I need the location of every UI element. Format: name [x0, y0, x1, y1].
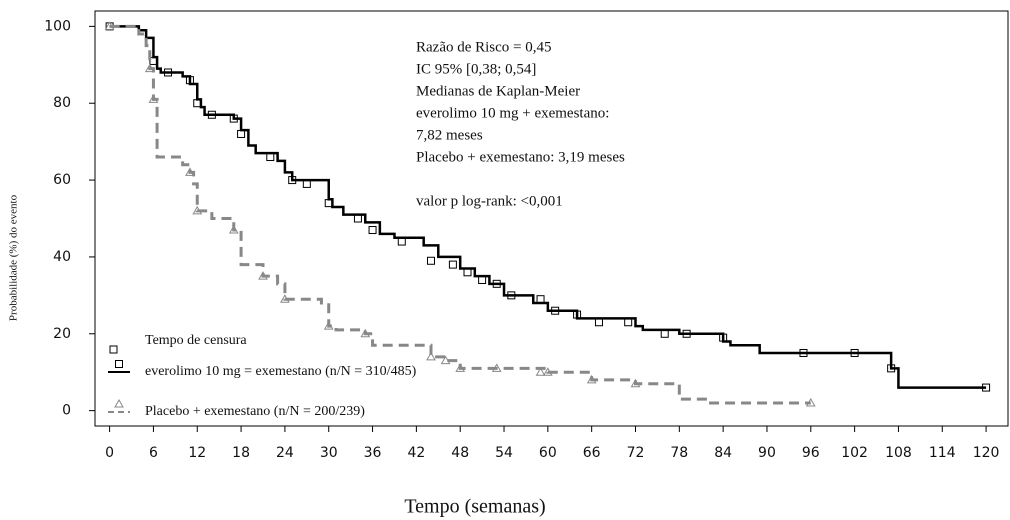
- annotation: Placebo + exemestano: 3,19 meses: [416, 149, 625, 165]
- censor-mark: [887, 364, 896, 373]
- censor-mark: [288, 176, 297, 185]
- censor-mark: [535, 367, 546, 376]
- censor-mark: [280, 294, 290, 303]
- annotation: everolimo 10 mg + exemestano:: [416, 105, 609, 121]
- y-axis-label: Probabilidade (%) do evento: [8, 194, 20, 321]
- annotation: Razão de Risco = 0,45: [416, 39, 552, 55]
- survival-curve: [109, 25, 987, 389]
- y-tick-label: 0: [62, 403, 71, 419]
- censor-mark: [360, 328, 371, 338]
- plot-frame: [94, 10, 1009, 427]
- x-tick-label: 6: [149, 445, 158, 461]
- annotation: IC 95% [0,38; 0,54]: [416, 61, 536, 77]
- legend-label: everolimo 10 mg = exemestano (n/N = 310/…: [145, 364, 417, 379]
- censor-mark: [148, 94, 159, 103]
- censor-mark: [492, 279, 501, 288]
- censor-mark: [542, 367, 553, 376]
- x-tick-label: 48: [451, 445, 469, 461]
- censor-mark: [455, 363, 466, 372]
- censor-mark: [594, 318, 603, 327]
- y-tick-label: 20: [53, 326, 71, 342]
- x-tick-label: 42: [407, 445, 425, 461]
- x-tick-label: 102: [841, 445, 868, 461]
- x-tick-label: 24: [276, 445, 294, 461]
- x-tick-label: 18: [232, 445, 250, 461]
- censor-mark: [478, 275, 487, 284]
- survival-curve: [109, 24, 811, 405]
- censor-mark: [448, 260, 457, 269]
- x-tick-label: 0: [105, 445, 114, 461]
- x-tick-label: 84: [714, 445, 732, 461]
- censor-mark: [463, 268, 472, 277]
- censor-mark: [185, 76, 194, 85]
- censor-mark: [660, 329, 669, 338]
- legend-title: Tempo de censura: [145, 333, 247, 348]
- x-tick-label: 120: [973, 445, 1000, 461]
- y-tick-label: 100: [44, 18, 71, 34]
- censor-mark: [164, 68, 173, 77]
- legend-censor-icon: [109, 345, 118, 354]
- censor-mark: [115, 360, 123, 368]
- censor-mark: [491, 363, 502, 372]
- censor-mark: [192, 205, 203, 215]
- x-tick-label: 66: [583, 445, 601, 461]
- x-tick-label: 60: [539, 445, 557, 461]
- censor-mark: [258, 271, 268, 280]
- censor-mark: [586, 374, 597, 384]
- censor-mark: [229, 114, 238, 123]
- x-tick-label: 96: [802, 445, 820, 461]
- censor-mark: [551, 306, 560, 315]
- censor-mark: [624, 318, 633, 327]
- censor-mark: [207, 110, 216, 119]
- x-tick-label: 114: [929, 445, 956, 461]
- censor-mark: [682, 329, 691, 338]
- censor-mark: [397, 237, 406, 246]
- censor-mark: [799, 348, 808, 357]
- censor-mark: [144, 63, 155, 73]
- x-tick-label: 54: [495, 445, 513, 461]
- censor-mark: [237, 129, 246, 138]
- censor-mark: [982, 383, 991, 392]
- legend-label: Placebo + exemestano (n/N = 200/239): [145, 404, 365, 419]
- x-tick-label: 30: [320, 445, 338, 461]
- censor-mark: [426, 351, 436, 361]
- censor-mark: [630, 378, 641, 388]
- x-tick-label: 36: [364, 445, 382, 461]
- censor-mark: [719, 333, 728, 342]
- censor-mark: [104, 21, 115, 30]
- x-axis-label: Tempo (semanas): [404, 496, 545, 518]
- censor-mark: [805, 397, 816, 407]
- censor-mark: [266, 153, 275, 162]
- y-tick-label: 80: [53, 95, 71, 111]
- censor-mark: [850, 348, 859, 357]
- y-tick-label: 40: [53, 249, 71, 265]
- censor-mark: [368, 226, 377, 235]
- censor-mark: [353, 214, 362, 223]
- censor-mark: [507, 291, 516, 300]
- annotation: Medianas de Kaplan-Meier: [416, 83, 580, 99]
- x-tick-label: 90: [758, 445, 776, 461]
- censor-mark: [536, 295, 545, 304]
- x-tick-label: 78: [670, 445, 688, 461]
- censor-mark: [324, 199, 333, 208]
- censor-mark: [323, 321, 334, 330]
- censor-mark: [193, 99, 202, 108]
- x-tick-label: 72: [627, 445, 645, 461]
- x-tick-label: 12: [188, 445, 206, 461]
- censor-mark: [114, 398, 124, 408]
- censor-mark: [185, 167, 195, 176]
- annotation: 7,82 meses: [416, 127, 483, 143]
- annotation: valor p log-rank: <0,001: [416, 193, 563, 209]
- censor-mark: [440, 355, 451, 365]
- censor-mark: [573, 310, 582, 319]
- censor-mark: [149, 56, 158, 65]
- censor-mark: [228, 225, 239, 234]
- x-tick-label: 108: [885, 445, 912, 461]
- censor-mark: [302, 179, 311, 188]
- censor-mark: [426, 256, 435, 265]
- y-tick-label: 60: [53, 172, 71, 188]
